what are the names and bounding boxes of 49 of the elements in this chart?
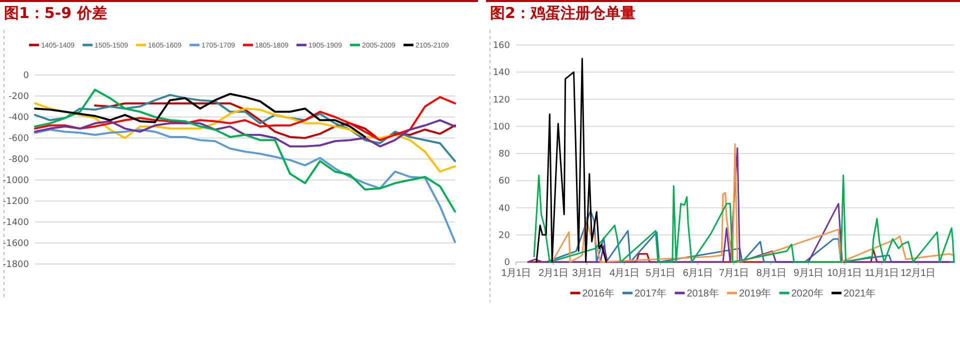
line-series [34, 92, 366, 138]
line-series [34, 119, 456, 148]
y-tick-label: 40 [498, 204, 510, 214]
y-tick-label: 80 [498, 150, 510, 160]
legend-label: 2016年 [582, 288, 614, 300]
y-tick-label: 160 [492, 41, 510, 51]
x-tick-label: 10月1日 [827, 268, 862, 279]
line-series [34, 102, 456, 173]
line-series [34, 88, 456, 212]
legend-label: 2018年 [686, 288, 719, 300]
y-tick-label: -1600 [2, 239, 30, 249]
y-tick-label: 140 [492, 68, 510, 78]
y-tick-label: -400 [8, 113, 30, 123]
y-tick-label: -800 [8, 155, 30, 165]
chart-title: 图2：鸡蛋注册仓单量 [490, 4, 636, 23]
legend-label: 2017年 [634, 288, 667, 300]
line-series [34, 94, 456, 162]
x-tick-label: 2月1日 [538, 268, 568, 279]
legend-label: 2019年 [739, 288, 772, 300]
line-series [94, 102, 456, 142]
x-tick-label: 7月1日 [719, 268, 749, 279]
legend-label: 2021年 [844, 288, 876, 300]
x-tick-label: 5月1日 [646, 268, 676, 279]
x-tick-label: 8月1日 [756, 268, 786, 279]
line-series [533, 174, 955, 263]
line-series [34, 128, 456, 243]
y-tick-label: 100 [492, 122, 510, 132]
x-tick-label: 6月1日 [682, 268, 712, 279]
x-tick-label: 3月1日 [572, 268, 602, 279]
y-tick-label: -600 [8, 134, 30, 144]
line-series [536, 58, 607, 263]
y-tick-label: 20 [498, 230, 510, 241]
y-tick-label: -200 [8, 92, 30, 102]
legend-label: 2020年 [791, 288, 824, 300]
y-tick-label: 60 [498, 176, 510, 187]
chart-title: 图1：5-9 价差 [4, 4, 107, 23]
y-tick-label: -1800 [2, 260, 30, 270]
x-tick-label: 1月1日 [501, 268, 531, 279]
y-tick-label: -1000 [2, 176, 30, 186]
y-tick-label: -1200 [2, 197, 30, 207]
x-tick-label: 12月1日 [900, 268, 936, 279]
y-tick-label: 120 [492, 95, 510, 106]
y-tick-label: -1400 [2, 218, 30, 228]
x-tick-label: 11月1日 [864, 268, 899, 279]
x-tick-label: 9月1日 [794, 268, 824, 279]
y-tick-label: 0 [23, 71, 30, 81]
y-tick-label: 0 [504, 258, 510, 268]
line-series [34, 96, 456, 142]
x-tick-label: 4月1日 [610, 268, 640, 279]
